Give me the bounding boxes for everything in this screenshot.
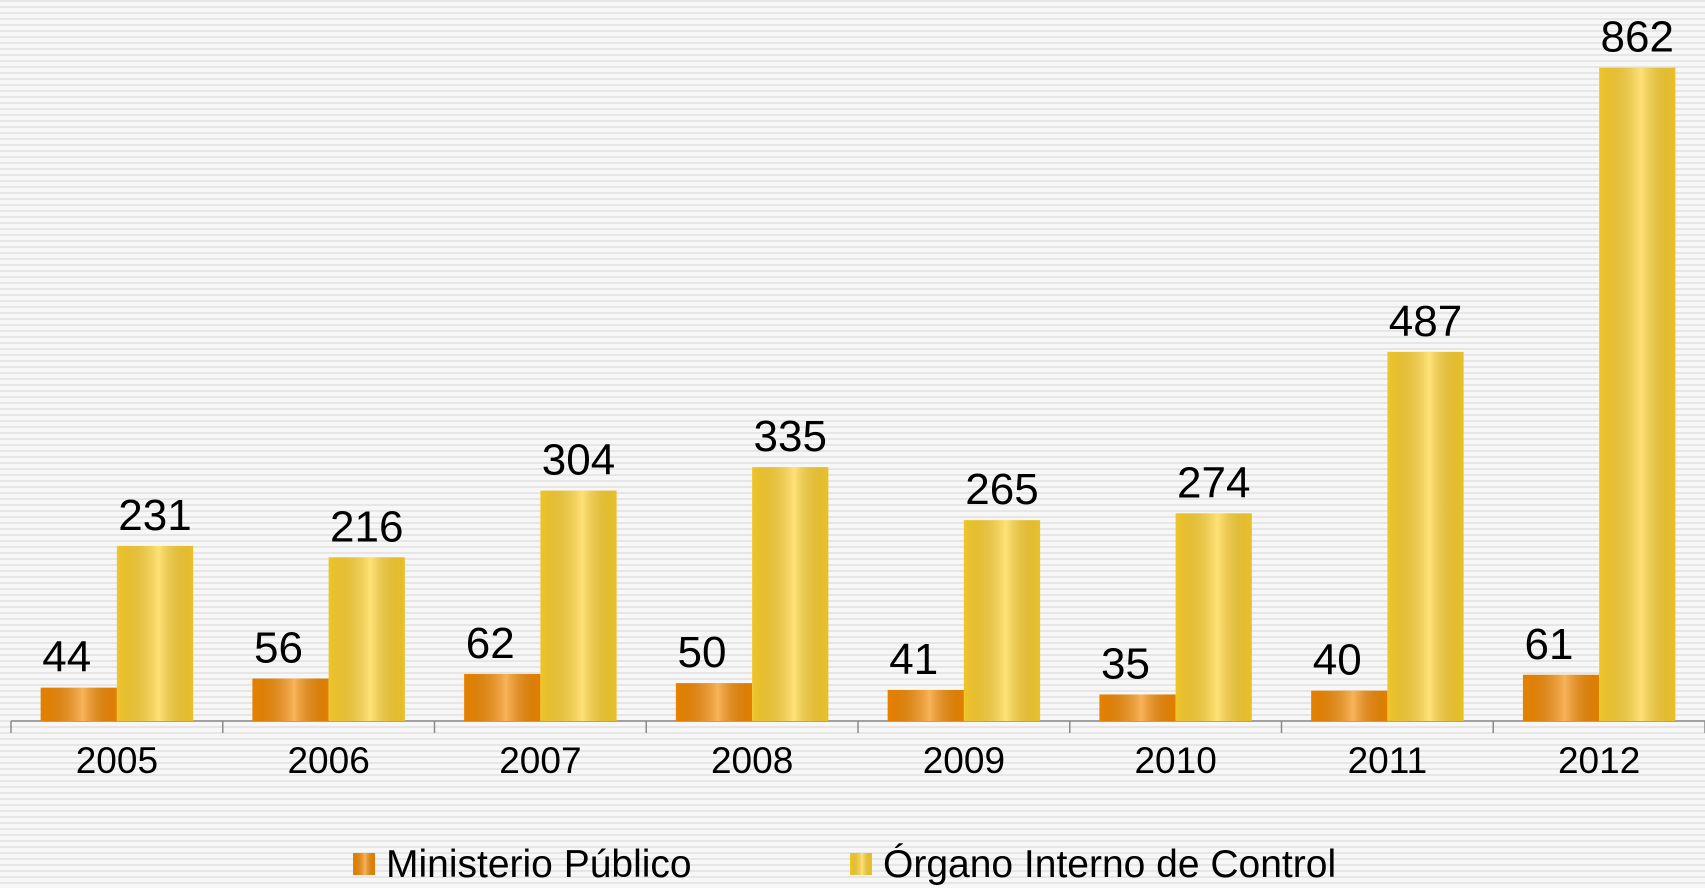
bar-shine (328, 557, 405, 721)
data-label: 216 (330, 502, 403, 551)
data-label: 304 (542, 436, 615, 485)
bar-shine (40, 687, 117, 721)
x-tick-label: 2011 (1348, 740, 1428, 781)
data-label: 265 (965, 465, 1038, 514)
bar-shine (1387, 351, 1464, 721)
bar-shine (1311, 690, 1388, 721)
data-label: 44 (42, 633, 91, 682)
data-label: 41 (889, 635, 938, 684)
bar-shine (1522, 674, 1600, 721)
data-label: 40 (1313, 636, 1362, 685)
legend-label: Órgano Interno de Control (883, 843, 1336, 886)
x-tick-label: 2009 (923, 740, 1005, 781)
bar-shine (464, 674, 541, 721)
bar-shine (675, 683, 753, 721)
x-tick-label: 2007 (499, 740, 581, 781)
x-tick-label: 2010 (1134, 740, 1216, 781)
data-label: 487 (1389, 297, 1462, 346)
legend-swatch-shine (850, 853, 872, 875)
data-label: 274 (1177, 458, 1250, 507)
bar-shine (887, 689, 964, 721)
bar-shine (963, 520, 1041, 721)
legend-label: Ministerio Público (386, 843, 692, 886)
data-label: 61 (1525, 620, 1574, 669)
bar-shine (252, 678, 329, 721)
legend-swatch-shine (353, 853, 375, 875)
data-label: 231 (118, 491, 191, 540)
x-tick-label: 2006 (287, 740, 369, 781)
data-label: 50 (678, 628, 727, 677)
bar-shine (1099, 694, 1176, 721)
bar-shine (1175, 513, 1252, 721)
bar-shine (116, 545, 194, 721)
bar-shine (752, 467, 829, 721)
bar-shine (1599, 67, 1676, 721)
x-tick-label: 2012 (1558, 740, 1640, 781)
data-label: 62 (466, 619, 515, 668)
x-tick-label: 2005 (76, 740, 158, 781)
data-label: 35 (1101, 639, 1150, 688)
x-tick-label: 2008 (711, 740, 793, 781)
data-label: 56 (254, 624, 303, 673)
data-label: 335 (754, 412, 827, 461)
bar-shine (540, 490, 617, 721)
data-label: 862 (1601, 13, 1674, 62)
